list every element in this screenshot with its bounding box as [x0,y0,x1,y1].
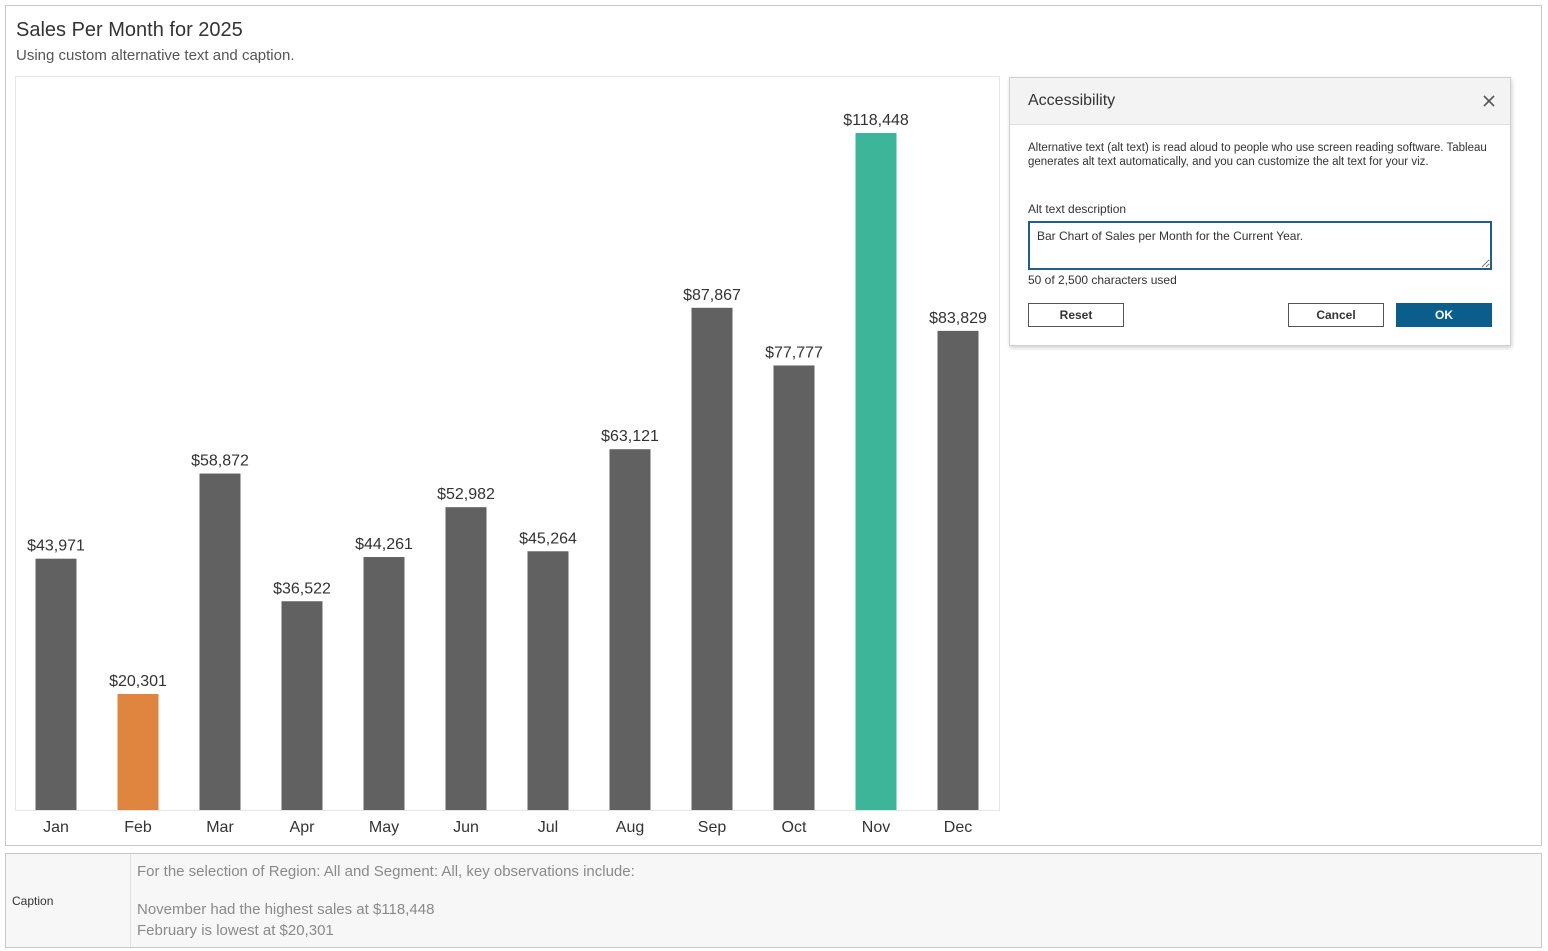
bar-chart: $43,971 Jan $20,301 Feb $58,872 Mar $36,522 Apr… [27,112,987,836]
caption-intro: For the selection of Region: All and Seg… [137,863,635,880]
x-tick-label-may: May [369,819,399,836]
caption-observation-lowest: February is lowest at $20,301 [137,922,334,939]
bar-dec[interactable] [937,330,979,810]
bar-sep[interactable] [691,307,733,810]
value-label-may: $44,261 [355,536,413,553]
x-tick-label-jun: Jun [453,819,479,836]
dialog-title: Accessibility [1028,92,1116,109]
close-icon[interactable] [1478,90,1500,112]
caption-label: Caption [12,894,54,908]
accessibility-dialog: Accessibility Alternative text (alt text… [1009,77,1511,346]
value-label-dec: $83,829 [929,310,987,327]
value-label-jan: $43,971 [27,538,85,555]
x-tick-label-aug: Aug [616,819,644,836]
dialog-description: Alternative text (alt text) is read alou… [1028,142,1487,168]
bar-nov[interactable] [855,133,897,810]
bar-mar[interactable] [199,473,241,810]
value-label-mar: $58,872 [191,453,249,470]
x-tick-label-apr: Apr [290,819,316,836]
value-label-aug: $63,121 [601,428,659,445]
bar-apr[interactable] [281,601,323,810]
value-label-jul: $45,264 [519,530,577,547]
x-tick-label-jul: Jul [538,819,558,836]
value-label-feb: $20,301 [109,673,167,690]
caption-label-cell: Caption [6,854,131,947]
chart-title: Sales Per Month for 2025 [16,19,243,41]
bar-jun[interactable] [445,507,487,810]
bar-jan[interactable] [35,558,77,810]
x-tick-label-feb: Feb [124,819,152,836]
caption-observation-highest: November had the highest sales at $118,4… [137,901,435,918]
x-tick-label-sep: Sep [698,819,727,836]
bar-aug[interactable] [609,449,651,810]
x-tick-label-mar: Mar [206,819,234,836]
ok-button[interactable]: OK [1396,303,1492,327]
value-label-apr: $36,522 [273,580,331,597]
reset-button[interactable]: Reset [1028,303,1124,327]
bar-may[interactable] [363,557,405,810]
cancel-button[interactable]: Cancel [1288,303,1384,327]
bar-jul[interactable] [527,551,569,810]
caption-panel: Caption For the selection of Region: All… [5,853,1542,948]
value-label-jun: $52,982 [437,486,495,503]
alt-text-input[interactable]: Bar Chart of Sales per Month for the Cur… [1028,221,1492,270]
value-label-sep: $87,867 [683,287,741,304]
bar-feb[interactable] [117,693,159,810]
bar-oct[interactable] [773,365,815,810]
value-label-oct: $77,777 [765,344,823,361]
x-tick-label-jan: Jan [43,819,69,836]
plot-area [15,76,1000,811]
x-tick-label-nov: Nov [862,819,890,836]
x-tick-label-dec: Dec [944,819,972,836]
chart-subtitle: Using custom alternative text and captio… [16,47,295,64]
x-tick-label-oct: Oct [782,819,807,836]
character-count: 50 of 2,500 characters used [1028,273,1177,287]
alt-text-label: Alt text description [1028,202,1127,216]
dialog-header: Accessibility [1010,78,1510,125]
value-label-nov: $118,448 [843,112,909,129]
